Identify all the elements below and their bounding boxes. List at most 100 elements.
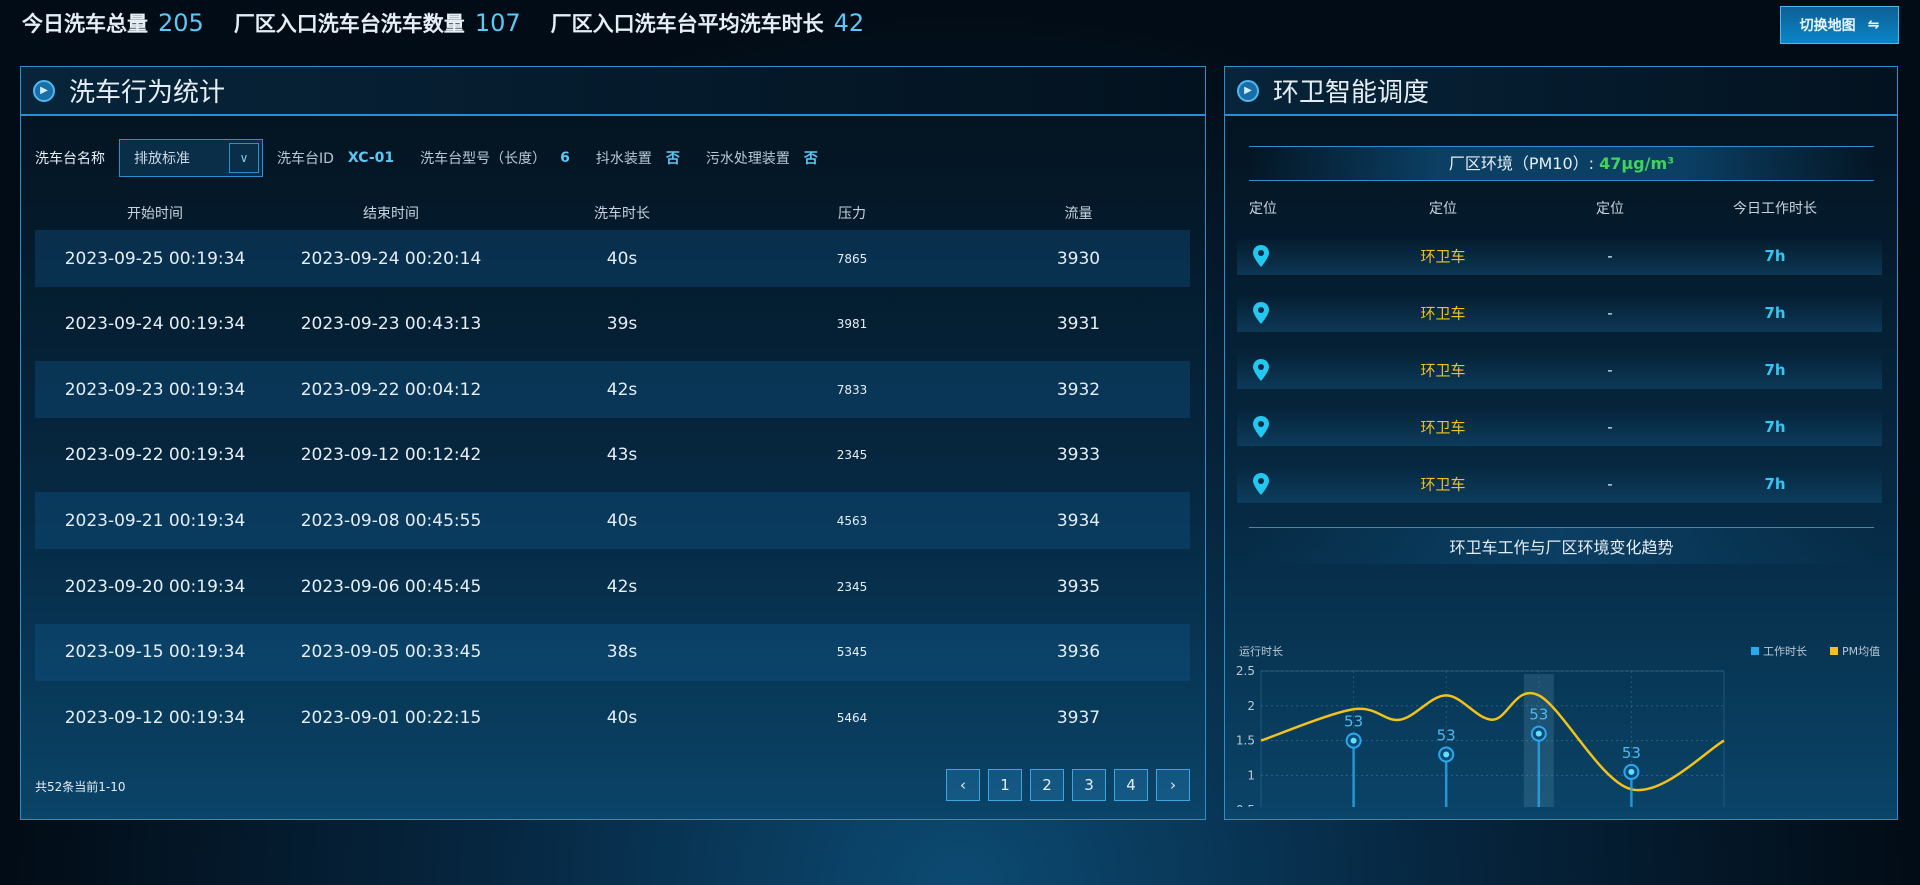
duration-cell: 40s <box>606 510 638 531</box>
end-time-cell: 2023-09-01 00:22:15 <box>300 707 482 728</box>
work-hours-marker-dot <box>1443 751 1450 758</box>
pressure-cell: 7833 <box>836 382 868 397</box>
work-hours: 7h <box>1764 418 1786 436</box>
stat-avg-duration: 厂区入口洗车台平均洗车时长 42 <box>550 9 865 37</box>
vehicle-status: - <box>1607 418 1613 436</box>
table-row[interactable]: 2023-09-12 00:19:34 2023-09-01 00:22:15 40… <box>35 689 1190 746</box>
work-hours-label: 53 <box>1529 706 1548 724</box>
pressure-cell: 3981 <box>836 317 868 332</box>
page-3-button[interactable]: 3 <box>1072 769 1106 801</box>
sanitation-panel: ▶ 环卫智能调度 厂区环境（PM10）: 47μg/m³ 定位 定位 定位 今日工… <box>1224 66 1898 820</box>
page-4-button[interactable]: 4 <box>1114 769 1148 801</box>
duration-cell: 43s <box>606 445 638 466</box>
work-hours-label: 53 <box>1437 727 1456 745</box>
y-tick-label: 2.5 <box>1236 664 1255 678</box>
work-hours-marker-dot <box>1350 737 1357 744</box>
y-axis-label: 运行时长 <box>1239 645 1283 658</box>
end-time-cell: 2023-09-12 00:12:42 <box>300 445 482 466</box>
pressure-cell: 2345 <box>836 579 868 594</box>
flow-cell: 3934 <box>1056 510 1101 531</box>
vehicle-status: - <box>1607 475 1613 493</box>
vehicle-row[interactable]: 环卫车 - 7h <box>1237 294 1882 332</box>
end-time-cell: 2023-09-22 00:04:12 <box>300 379 482 400</box>
start-time-cell: 2023-09-24 00:19:34 <box>64 314 246 335</box>
vehicle-status: - <box>1607 247 1613 265</box>
stat-total: 今日洗车总量 205 <box>22 9 204 37</box>
duration-cell: 40s <box>606 248 638 269</box>
legend-swatch-pm <box>1830 647 1838 655</box>
legend-pm: PM均值 <box>1842 645 1880 658</box>
pressure-cell: 4563 <box>836 513 868 528</box>
location-pin-icon <box>1253 473 1269 495</box>
panel-title: 洗车行为统计 <box>69 78 226 108</box>
pressure-cell: 7865 <box>836 251 868 266</box>
start-time-cell: 2023-09-23 00:19:34 <box>64 379 246 400</box>
vehicle-row[interactable]: 环卫车 - 7h <box>1237 351 1882 389</box>
legend-swatch-work <box>1751 647 1759 655</box>
vehicle-name: 环卫车 <box>1420 475 1466 494</box>
vehicle-row[interactable]: 环卫车 - 7h <box>1237 408 1882 446</box>
filter-bar: 洗车台名称 排放标准 ∨ 洗车台ID XC-01 洗车台型号（长度） 6 抖水装置否 … <box>35 139 830 177</box>
duration-cell: 42s <box>606 379 638 400</box>
page-1-button[interactable]: 1 <box>988 769 1022 801</box>
table-row[interactable]: 2023-09-20 00:19:34 2023-09-06 00:45:45 42… <box>35 558 1190 615</box>
pressure-cell: 5345 <box>836 645 868 660</box>
duration-cell: 39s <box>606 314 638 335</box>
end-time-cell: 2023-09-06 00:45:45 <box>300 576 482 597</box>
flow-cell: 3937 <box>1056 707 1101 728</box>
table-row[interactable]: 2023-09-23 00:19:34 2023-09-22 00:04:12 42… <box>35 361 1190 419</box>
y-tick-label: 1.5 <box>1236 734 1255 748</box>
chart-title: 环卫车工作与厂区环境变化趋势 <box>1249 527 1874 564</box>
location-pin-icon <box>1253 416 1269 438</box>
location-pin-icon <box>1253 302 1269 324</box>
legend-work: 工作时长 <box>1763 645 1807 658</box>
panel-header: ▶ 洗车行为统计 <box>21 67 1205 116</box>
next-page-button[interactable]: › <box>1156 769 1190 801</box>
work-hours-marker-dot <box>1535 730 1542 737</box>
duration-cell: 42s <box>606 576 638 597</box>
trend-chart: 运行时长工作时长PM均值0.511.522.52023-09-182023-09… <box>1236 645 1880 807</box>
start-time-cell: 2023-09-25 00:19:34 <box>64 248 246 269</box>
table-row[interactable]: 2023-09-25 00:19:34 2023-09-24 00:20:14 40… <box>35 230 1190 287</box>
work-hours: 7h <box>1764 361 1786 379</box>
pagination: ‹ 1 2 3 4 › <box>946 769 1190 801</box>
start-time-cell: 2023-09-20 00:19:34 <box>64 576 246 597</box>
work-hours: 7h <box>1764 475 1786 493</box>
y-tick-label: 2 <box>1247 699 1255 713</box>
work-hours-label: 53 <box>1344 713 1363 731</box>
end-time-cell: 2023-09-08 00:45:55 <box>300 510 482 531</box>
wash-station-select[interactable]: 排放标准 ∨ <box>119 139 263 177</box>
chevron-down-icon[interactable]: ∨ <box>229 143 259 173</box>
vehicle-status: - <box>1607 304 1613 322</box>
location-pin-icon <box>1253 359 1269 381</box>
pressure-cell: 2345 <box>836 448 868 463</box>
vehicle-row[interactable]: 环卫车 - 7h <box>1237 237 1882 275</box>
stat-entrance-count: 厂区入口洗车台洗车数量 107 <box>233 9 521 37</box>
wash-stats-panel: ▶ 洗车行为统计 洗车台名称 排放标准 ∨ 洗车台ID XC-01 洗车台型号（长度）… <box>20 66 1206 820</box>
table-row[interactable]: 2023-09-22 00:19:34 2023-09-12 00:12:42 43… <box>35 427 1190 484</box>
page-2-button[interactable]: 2 <box>1030 769 1064 801</box>
y-tick-label: 1 <box>1247 768 1255 782</box>
flow-cell: 3931 <box>1056 314 1101 335</box>
prev-page-button[interactable]: ‹ <box>946 769 980 801</box>
vehicle-status: - <box>1607 361 1613 379</box>
duration-cell: 40s <box>606 707 638 728</box>
panel-title: 环卫智能调度 <box>1273 78 1430 108</box>
pagination-summary: 共52条当前1-10 <box>35 780 126 794</box>
table-row[interactable]: 2023-09-24 00:19:34 2023-09-23 00:43:13 39… <box>35 296 1190 353</box>
location-pin-icon <box>1253 245 1269 267</box>
table-row[interactable]: 2023-09-21 00:19:34 2023-09-08 00:45:55 40… <box>35 492 1190 550</box>
start-time-cell: 2023-09-12 00:19:34 <box>64 707 246 728</box>
vehicle-name: 环卫车 <box>1420 361 1466 380</box>
play-icon: ▶ <box>1237 79 1259 102</box>
vehicle-row[interactable]: 环卫车 - 7h <box>1237 465 1882 503</box>
work-hours-marker-dot <box>1628 768 1635 775</box>
vehicle-name: 环卫车 <box>1420 247 1466 266</box>
table-row[interactable]: 2023-09-15 00:19:34 2023-09-05 00:33:45 38… <box>35 623 1190 681</box>
end-time-cell: 2023-09-05 00:33:45 <box>300 642 482 663</box>
panel-header: ▶ 环卫智能调度 <box>1225 67 1897 116</box>
switch-map-button[interactable]: 切换地图 ⇋ <box>1780 6 1899 44</box>
vehicle-name: 环卫车 <box>1420 418 1466 437</box>
play-icon: ▶ <box>33 79 55 102</box>
end-time-cell: 2023-09-24 00:20:14 <box>300 248 482 269</box>
